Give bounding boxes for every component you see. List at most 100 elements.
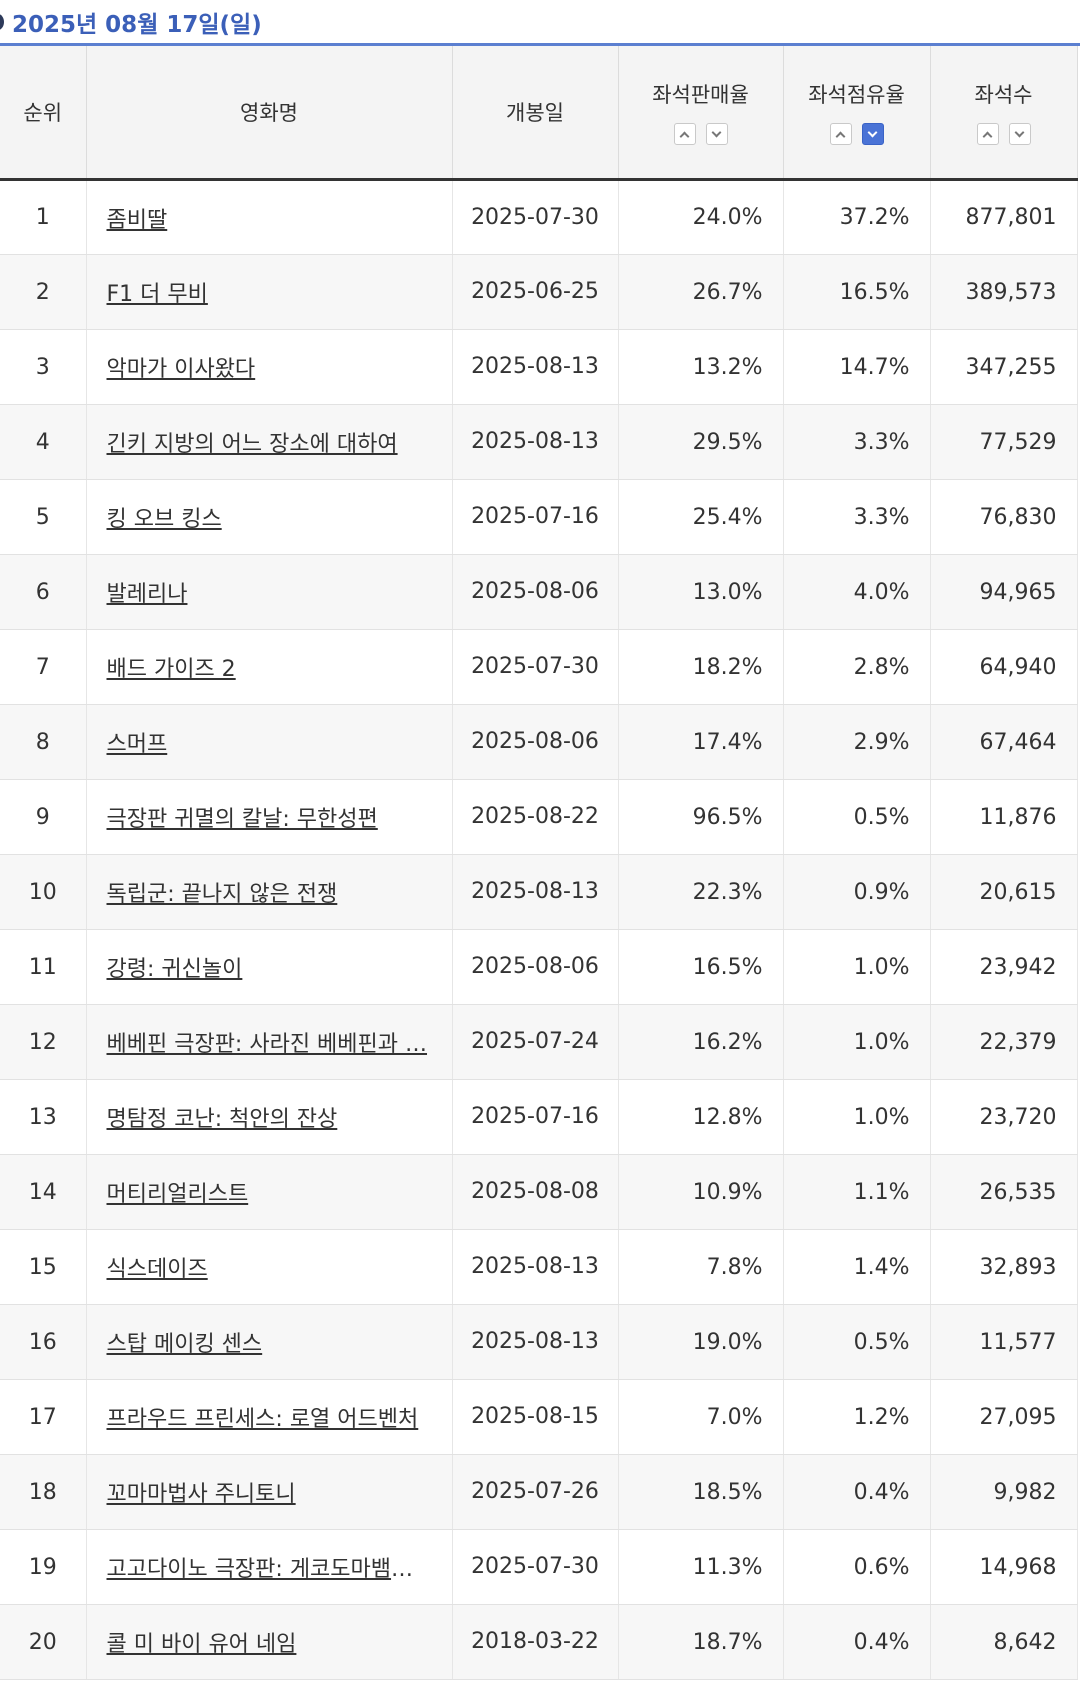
- seat-share-cell: 2.9%: [783, 704, 931, 780]
- title-cell: 고고다이노 극장판: 게코도마뱀의 꿈: [86, 1529, 453, 1605]
- seat-share-cell: 2.8%: [783, 629, 931, 705]
- table-row: 15 식스데이즈 2025-08-13 7.8% 1.4% 32,893: [0, 1229, 1078, 1305]
- release-date-cell: 2025-08-13: [452, 329, 619, 405]
- movie-title-link[interactable]: 식스데이즈: [106, 1257, 208, 1282]
- seat-share-cell: 1.1%: [783, 1154, 931, 1230]
- table-row: 5 킹 오브 킹스 2025-07-16 25.4% 3.3% 76,830: [0, 479, 1078, 555]
- col-header-seat-sales-rate: 좌석판매율: [618, 46, 784, 181]
- movie-title-link[interactable]: 스탑 메이킹 센스: [106, 1332, 263, 1357]
- table-row: 17 프라우드 프린세스: 로열 어드벤처 2025-08-15 7.0% 1.2% 27…: [0, 1379, 1078, 1455]
- seat-count-cell: 20,615: [930, 854, 1078, 930]
- movie-title-link[interactable]: 머티리얼리스트: [106, 1182, 249, 1207]
- rank-cell: 17: [0, 1379, 87, 1455]
- sort-desc-button[interactable]: [1008, 123, 1031, 145]
- movie-title-link[interactable]: 좀비딸: [106, 207, 168, 233]
- seat-count-cell: 32,893: [930, 1229, 1078, 1305]
- sort-desc-button-active[interactable]: [861, 123, 884, 145]
- title-cell: 배드 가이즈 2: [86, 629, 453, 705]
- table-body: 1 좀비딸 2025-07-30 24.0% 37.2% 877,801 2 F1 더 무비 2…: [0, 179, 1078, 1680]
- seat-count-cell: 8,642: [930, 1604, 1078, 1680]
- title-cell: 극장판 귀멸의 칼날: 무한성편: [86, 779, 453, 855]
- table-header-row: 순위 영화명 개봉일 좌석판매율 좌석점유율: [0, 46, 1078, 181]
- rank-cell: 3: [0, 329, 87, 405]
- seat-share-cell: 4.0%: [783, 554, 931, 630]
- rank-cell: 8: [0, 704, 87, 780]
- seat-share-cell: 1.2%: [783, 1379, 931, 1455]
- movie-title-link[interactable]: 긴키 지방의 어느 장소에 대하여: [106, 432, 398, 457]
- seat-sales-rate-cell: 7.0%: [618, 1379, 784, 1455]
- rank-cell: 4: [0, 404, 87, 480]
- movie-title-link[interactable]: 극장판 귀멸의 칼날: 무한성편: [106, 807, 378, 832]
- table-row: 16 스탑 메이킹 센스 2025-08-13 19.0% 0.5% 11,577: [0, 1304, 1078, 1380]
- release-date-cell: 2025-08-06: [452, 554, 619, 630]
- movie-title-link[interactable]: 발레리나: [106, 582, 188, 607]
- seat-share-cell: 0.9%: [783, 854, 931, 930]
- sort-asc-button[interactable]: [829, 123, 852, 145]
- title-cell: 프라우드 프린세스: 로열 어드벤처: [86, 1379, 453, 1455]
- seat-sales-rate-cell: 12.8%: [618, 1079, 784, 1155]
- table-row: 8 스머프 2025-08-06 17.4% 2.9% 67,464: [0, 704, 1078, 780]
- movie-title-link[interactable]: 배드 가이즈 2: [106, 657, 236, 682]
- movie-title-link[interactable]: 킹 오브 킹스: [106, 507, 222, 532]
- sort-desc-button[interactable]: [705, 123, 728, 145]
- movie-title-link[interactable]: 스머프: [106, 732, 168, 757]
- seat-sales-rate-cell: 7.8%: [618, 1229, 784, 1305]
- table-row: 11 강령: 귀신놀이 2025-08-06 16.5% 1.0% 23,942: [0, 929, 1078, 1005]
- seat-share-cell: 3.3%: [783, 479, 931, 555]
- seat-share-cell: 0.5%: [783, 779, 931, 855]
- seat-share-cell: 3.3%: [783, 404, 931, 480]
- table-row: 1 좀비딸 2025-07-30 24.0% 37.2% 877,801: [0, 179, 1078, 255]
- seat-count-cell: 347,255: [930, 329, 1078, 405]
- title-cell: 좀비딸: [86, 179, 453, 255]
- release-date-cell: 2025-07-26: [452, 1454, 619, 1530]
- release-date-cell: 2025-07-30: [452, 179, 619, 255]
- movie-title-link[interactable]: 베베핀 극장판: 사라진 베베핀과 …: [106, 1032, 428, 1057]
- movie-title-link[interactable]: 고고다이노 극장판: 게코도마뱀의 꿈: [106, 1557, 439, 1582]
- rank-cell: 9: [0, 779, 87, 855]
- movie-title-link[interactable]: F1 더 무비: [106, 282, 208, 307]
- seat-count-cell: 11,876: [930, 779, 1078, 855]
- title-cell: 스머프: [86, 704, 453, 780]
- title-cell: 명탐정 코난: 척안의 잔상: [86, 1079, 453, 1155]
- rank-cell: 11: [0, 929, 87, 1005]
- seat-count-cell: 77,529: [930, 404, 1078, 480]
- title-cell: 강령: 귀신놀이: [86, 929, 453, 1005]
- rank-cell: 19: [0, 1529, 87, 1605]
- seat-share-cell: 0.6%: [783, 1529, 931, 1605]
- seat-share-cell: 0.4%: [783, 1454, 931, 1530]
- movie-title-link[interactable]: 꼬마마법사 주니토니: [106, 1482, 296, 1507]
- movie-title-link[interactable]: 강령: 귀신놀이: [106, 957, 243, 982]
- sort-asc-button[interactable]: [976, 123, 999, 145]
- table-row: 6 발레리나 2025-08-06 13.0% 4.0% 94,965: [0, 554, 1078, 630]
- sort-asc-button[interactable]: [673, 123, 696, 145]
- rank-cell: 16: [0, 1304, 87, 1380]
- rank-cell: 5: [0, 479, 87, 555]
- rank-cell: 15: [0, 1229, 87, 1305]
- movie-title-link[interactable]: 악마가 이사왔다: [106, 357, 256, 382]
- seat-count-cell: 26,535: [930, 1154, 1078, 1230]
- release-date-cell: 2025-08-06: [452, 929, 619, 1005]
- seat-count-cell: 14,968: [930, 1529, 1078, 1605]
- sort-controls: [619, 123, 783, 145]
- seat-sales-rate-cell: 19.0%: [618, 1304, 784, 1380]
- title-cell: 식스데이즈: [86, 1229, 453, 1305]
- title-cell: 스탑 메이킹 센스: [86, 1304, 453, 1380]
- movie-title-link[interactable]: 명탐정 코난: 척안의 잔상: [106, 1107, 338, 1132]
- table-row: 3 악마가 이사왔다 2025-08-13 13.2% 14.7% 347,255: [0, 329, 1078, 405]
- table-row: 14 머티리얼리스트 2025-08-08 10.9% 1.1% 26,535: [0, 1154, 1078, 1230]
- seat-share-table: 순위 영화명 개봉일 좌석판매율 좌석점유율: [0, 46, 1078, 1680]
- table-row: 2 F1 더 무비 2025-06-25 26.7% 16.5% 389,573: [0, 254, 1078, 330]
- seat-sales-rate-cell: 18.7%: [618, 1604, 784, 1680]
- movie-title-link[interactable]: 독립군: 끝나지 않은 전쟁: [106, 882, 338, 907]
- date-header: 2025년 08월 17일(일): [0, 0, 1080, 46]
- col-header-seat-share: 좌석점유율: [783, 46, 931, 181]
- seat-sales-rate-cell: 29.5%: [618, 404, 784, 480]
- seat-share-cell: 0.4%: [783, 1604, 931, 1680]
- col-header-release-date: 개봉일: [452, 46, 619, 181]
- movie-title-link[interactable]: 프라우드 프린세스: 로열 어드벤처: [106, 1407, 419, 1432]
- movie-title-link[interactable]: 콜 미 바이 유어 네임: [106, 1632, 297, 1657]
- table-row: 19 고고다이노 극장판: 게코도마뱀의 꿈 2025-07-30 11.3% 0.6%…: [0, 1529, 1078, 1605]
- rank-cell: 13: [0, 1079, 87, 1155]
- release-date-cell: 2025-07-16: [452, 479, 619, 555]
- col-header-seat-count: 좌석수: [930, 46, 1078, 181]
